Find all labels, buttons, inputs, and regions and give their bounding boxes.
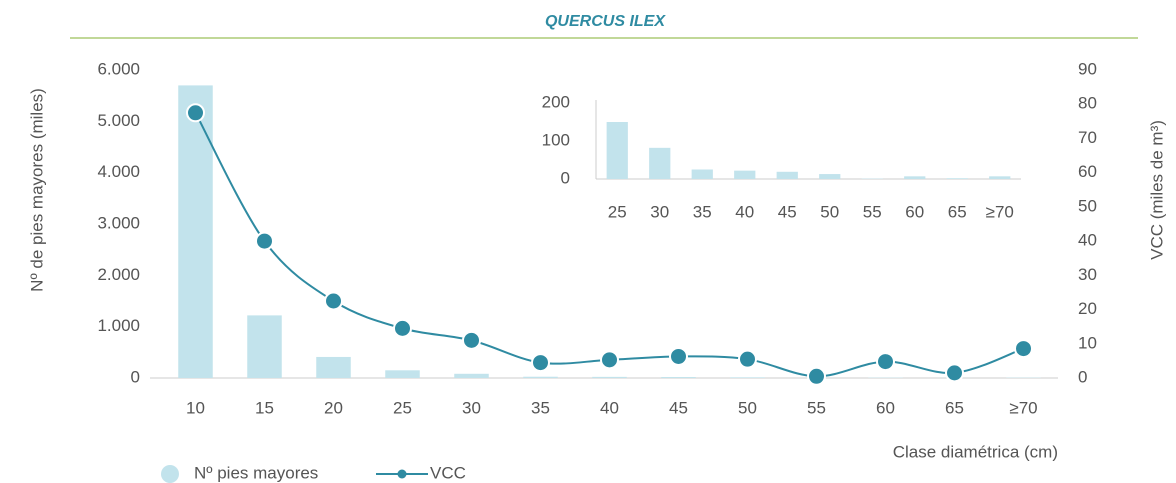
inset-bar bbox=[606, 122, 628, 179]
inset-x-tick-label: 65 bbox=[948, 202, 967, 221]
x-tick-label: 65 bbox=[945, 398, 964, 417]
inset-bar bbox=[776, 171, 798, 179]
bar bbox=[661, 377, 696, 378]
bar bbox=[178, 85, 213, 379]
y-tick-label: 1.000 bbox=[97, 316, 140, 335]
y2-tick-label: 0 bbox=[1078, 367, 1087, 386]
y2-tick-label: 50 bbox=[1078, 196, 1097, 215]
y-tick-label: 0 bbox=[131, 367, 140, 386]
line-marker bbox=[669, 346, 688, 366]
line-marker bbox=[738, 349, 757, 369]
y2-tick-label: 80 bbox=[1078, 94, 1097, 113]
legend-marker bbox=[161, 465, 179, 483]
inset-y-tick-label: 100 bbox=[542, 130, 570, 149]
inset-y-tick-label: 200 bbox=[542, 92, 570, 111]
inset-x-tick-label: 55 bbox=[863, 202, 882, 221]
x-tick-label: 25 bbox=[393, 398, 412, 417]
bar bbox=[247, 315, 282, 378]
y2-tick-label: 40 bbox=[1078, 231, 1097, 250]
legend-label: VCC bbox=[430, 463, 466, 482]
inset-x-tick-label: 60 bbox=[905, 202, 924, 221]
legend-label: Nº pies mayores bbox=[194, 463, 318, 482]
y-tick-label: 3.000 bbox=[97, 213, 140, 232]
inset-bar bbox=[819, 174, 841, 179]
bar bbox=[385, 370, 420, 378]
y2-tick-label: 20 bbox=[1078, 299, 1097, 318]
line-marker bbox=[807, 366, 826, 386]
y2-axis-label: VCC (miles de m³) bbox=[1147, 120, 1166, 260]
line-marker bbox=[1014, 339, 1033, 359]
inset-bar bbox=[904, 176, 926, 179]
line-marker bbox=[324, 291, 343, 311]
x-tick-label: 60 bbox=[876, 398, 895, 417]
inset-bar bbox=[734, 170, 756, 179]
y2-tick-label: 90 bbox=[1078, 59, 1097, 78]
inset-x-tick-label: 25 bbox=[608, 202, 627, 221]
line-marker bbox=[600, 350, 619, 370]
y-tick-label: 4.000 bbox=[97, 162, 140, 181]
line-marker bbox=[462, 330, 481, 350]
x-tick-label: 40 bbox=[600, 398, 619, 417]
x-axis-label: Clase diamétrica (cm) bbox=[893, 442, 1058, 461]
x-tick-label: 55 bbox=[807, 398, 826, 417]
inset-x-tick-label: 35 bbox=[693, 202, 712, 221]
x-tick-label: 45 bbox=[669, 398, 688, 417]
inset-x-tick-label: 45 bbox=[778, 202, 797, 221]
inset-bar bbox=[691, 169, 713, 179]
inset-x-tick-label: 30 bbox=[650, 202, 669, 221]
x-tick-label: 50 bbox=[738, 398, 757, 417]
y-tick-label: 6.000 bbox=[97, 59, 140, 78]
y2-tick-label: 70 bbox=[1078, 128, 1097, 147]
line-marker bbox=[393, 318, 412, 338]
inset-x-tick-label: ≥70 bbox=[986, 202, 1014, 221]
inset-bar bbox=[649, 147, 671, 179]
y2-tick-label: 30 bbox=[1078, 265, 1097, 284]
line-marker bbox=[876, 352, 895, 372]
line-marker bbox=[945, 363, 964, 383]
x-tick-label: 10 bbox=[186, 398, 205, 417]
y-tick-label: 5.000 bbox=[97, 111, 140, 130]
bar bbox=[316, 356, 351, 378]
y2-tick-label: 10 bbox=[1078, 333, 1097, 352]
y-axis-label: Nº de pies mayores (miles) bbox=[27, 88, 46, 292]
x-tick-label: 20 bbox=[324, 398, 343, 417]
chart-title: QUERCUS ILEX bbox=[545, 13, 666, 30]
inset-y-tick-label: 0 bbox=[561, 168, 570, 187]
x-tick-label: 15 bbox=[255, 398, 274, 417]
bar bbox=[454, 373, 489, 378]
x-tick-label: 30 bbox=[462, 398, 481, 417]
line-marker bbox=[531, 353, 550, 373]
line-marker bbox=[186, 103, 205, 123]
x-tick-label: 35 bbox=[531, 398, 550, 417]
x-tick-label: ≥70 bbox=[1009, 398, 1037, 417]
y-tick-label: 2.000 bbox=[97, 265, 140, 284]
inset-bar bbox=[989, 176, 1011, 179]
inset-bar bbox=[946, 178, 968, 179]
bar bbox=[730, 377, 765, 378]
inset-x-tick-label: 40 bbox=[735, 202, 754, 221]
inset-x-tick-label: 50 bbox=[820, 202, 839, 221]
legend-marker bbox=[397, 469, 407, 479]
y2-tick-label: 60 bbox=[1078, 162, 1097, 181]
bar bbox=[523, 376, 558, 378]
line-marker bbox=[255, 231, 274, 251]
bar bbox=[592, 376, 627, 378]
